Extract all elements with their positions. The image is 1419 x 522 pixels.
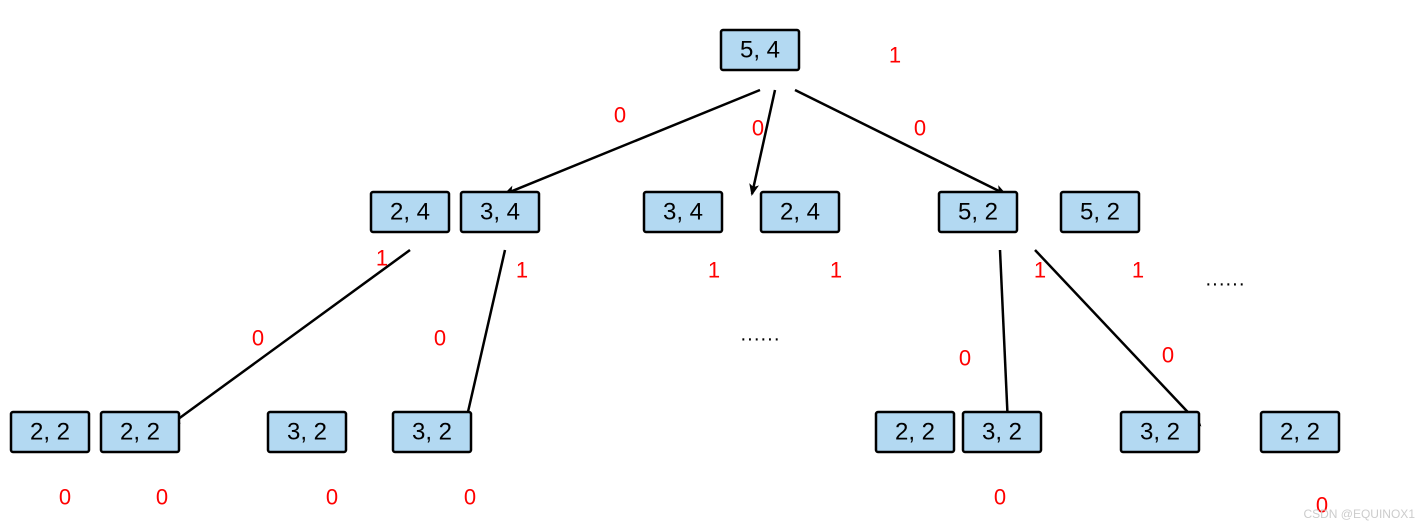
edge-annotation: 0	[326, 485, 338, 510]
edge-annotation: 0	[464, 485, 476, 510]
tree-edge	[1035, 250, 1200, 425]
watermark-text: CSDN @EQUINOX1	[1303, 507, 1415, 521]
node-label: 3, 2	[287, 419, 327, 446]
tree-edge	[465, 250, 505, 425]
node-label: 3, 2	[1140, 419, 1180, 446]
edge-annotation: 1	[708, 258, 720, 283]
node-label: 2, 2	[120, 419, 160, 446]
edge-annotation: 1	[516, 258, 528, 283]
tree-node: 3, 2	[268, 412, 346, 452]
tree-node: 5, 2	[1061, 192, 1139, 232]
edge-annotation: 0	[614, 103, 626, 128]
tree-node: 2, 2	[11, 412, 89, 452]
edge-annotation: 0	[994, 485, 1006, 510]
edge-annotation: 0	[914, 116, 926, 141]
tree-node: 3, 2	[393, 412, 471, 452]
tree-node: 3, 2	[963, 412, 1041, 452]
edge-annotation: 0	[59, 485, 71, 510]
tree-node: 5, 4	[721, 30, 799, 70]
node-label: 3, 2	[412, 419, 452, 446]
tree-node: 2, 4	[371, 192, 449, 232]
tree-edge	[170, 250, 410, 425]
ellipsis-layer: ······ ······	[740, 273, 1245, 350]
edge-annotation: 0	[434, 326, 446, 351]
node-label: 2, 2	[895, 419, 935, 446]
edge-annotation: 1	[830, 258, 842, 283]
node-label: 3, 4	[663, 199, 703, 226]
ellipsis: ······	[740, 328, 780, 350]
tree-node: 5, 2	[939, 192, 1017, 232]
tree-edge	[752, 90, 775, 194]
edge-annotation: 0	[156, 485, 168, 510]
tree-diagram: 5, 4 2, 4 3, 4 3, 4 2, 4 5, 2 5, 2 2, 2 2, 2 3, 2…	[0, 0, 1419, 522]
tree-node: 3, 4	[461, 192, 539, 232]
edge-annotation: 1	[376, 246, 388, 271]
tree-node: 2, 2	[101, 412, 179, 452]
node-label: 5, 2	[958, 199, 998, 226]
tree-edge	[795, 90, 1005, 194]
tree-node: 3, 4	[644, 192, 722, 232]
edge-annotation: 1	[1034, 258, 1046, 283]
node-label: 3, 2	[982, 419, 1022, 446]
edge-annotation: 0	[252, 326, 264, 351]
tree-node: 2, 2	[1261, 412, 1339, 452]
edge-annotation: 0	[752, 116, 764, 141]
node-label: 5, 4	[740, 37, 780, 64]
node-label: 2, 4	[780, 199, 820, 226]
edge-annotation: 0	[959, 346, 971, 371]
node-label: 2, 2	[30, 419, 70, 446]
node-label: 2, 2	[1280, 419, 1320, 446]
tree-edge	[1000, 250, 1008, 425]
node-label: 5, 2	[1080, 199, 1120, 226]
node-label: 2, 4	[390, 199, 430, 226]
tree-edge	[505, 90, 760, 194]
nodes-layer: 5, 4 2, 4 3, 4 3, 4 2, 4 5, 2 5, 2 2, 2 2, 2 3, 2…	[11, 30, 1339, 452]
tree-node: 2, 2	[876, 412, 954, 452]
tree-node: 2, 4	[761, 192, 839, 232]
ellipsis: ······	[1205, 273, 1245, 295]
edge-annotation: 0	[1162, 343, 1174, 368]
edge-annotation: 1	[1132, 258, 1144, 283]
node-label: 3, 4	[480, 199, 520, 226]
tree-node: 3, 2	[1121, 412, 1199, 452]
edge-annotation: 1	[889, 43, 901, 68]
